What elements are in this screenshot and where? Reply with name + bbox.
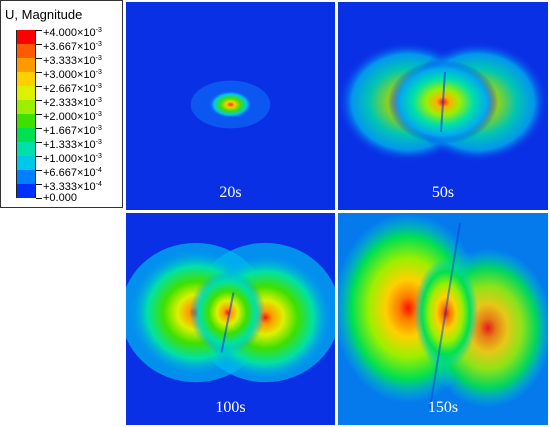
legend-label: +4.000×10-3 [43, 27, 102, 39]
legend-tick [36, 198, 42, 199]
legend-tick [36, 100, 42, 101]
legend-title: U, Magnitude [5, 7, 83, 22]
legend-tick [36, 142, 42, 143]
time-label: 50s [431, 184, 455, 201]
legend-tick [36, 44, 42, 45]
legend-label: +2.333×10-3 [43, 97, 102, 109]
legend-tick [36, 72, 42, 73]
legend-swatch [17, 128, 35, 142]
legend-label: +3.667×10-3 [43, 41, 102, 53]
legend-tick [36, 184, 42, 185]
panel-50s: 50s [338, 2, 548, 210]
legend-color-bar [16, 30, 36, 198]
legend-label: +3.000×10-3 [43, 69, 102, 81]
legend-tick [36, 156, 42, 157]
legend-swatch [17, 184, 35, 198]
legend-swatch [17, 156, 35, 170]
displacement-field-100s [126, 213, 335, 424]
displacement-field-20s [126, 2, 335, 210]
legend-label: +2.667×10-3 [43, 83, 102, 95]
legend-label: +3.333×10-3 [43, 55, 102, 67]
legend-label: +0.000 [43, 192, 77, 204]
legend-tick [36, 30, 42, 31]
legend-label: +2.000×10-3 [43, 111, 102, 123]
legend-label: +3.333×10-4 [43, 181, 102, 193]
legend-swatch [17, 30, 35, 44]
legend-swatch [17, 58, 35, 72]
legend-label: +1.667×10-3 [43, 125, 102, 137]
panel-20s: 20s [126, 2, 335, 210]
legend-swatch [17, 170, 35, 184]
legend-swatch [17, 86, 35, 100]
legend-tick [36, 58, 42, 59]
displacement-field-150s [338, 213, 548, 425]
legend-swatch [17, 142, 35, 156]
panel-150s: 150s [338, 213, 548, 425]
time-label: 20s [219, 184, 242, 201]
displacement-field-50s [338, 2, 548, 210]
time-label: 100s [215, 399, 246, 416]
legend-label: +6.667×10-4 [43, 167, 102, 179]
legend-tick [36, 114, 42, 115]
panel-100s: 100s [126, 213, 335, 425]
legend-label: +1.333×10-3 [43, 139, 102, 151]
legend-tick [36, 170, 42, 171]
legend-swatch [17, 44, 35, 58]
legend-tick [36, 128, 42, 129]
time-label: 150s [427, 399, 459, 416]
legend-swatch [17, 72, 35, 86]
legend-label: +1.000×10-3 [43, 153, 102, 165]
legend-swatch [17, 114, 35, 128]
legend-swatch [17, 100, 35, 114]
color-legend: U, Magnitude +4.000×10-3 +3.667×10-3 +3.33… [0, 0, 123, 208]
legend-tick [36, 86, 42, 87]
